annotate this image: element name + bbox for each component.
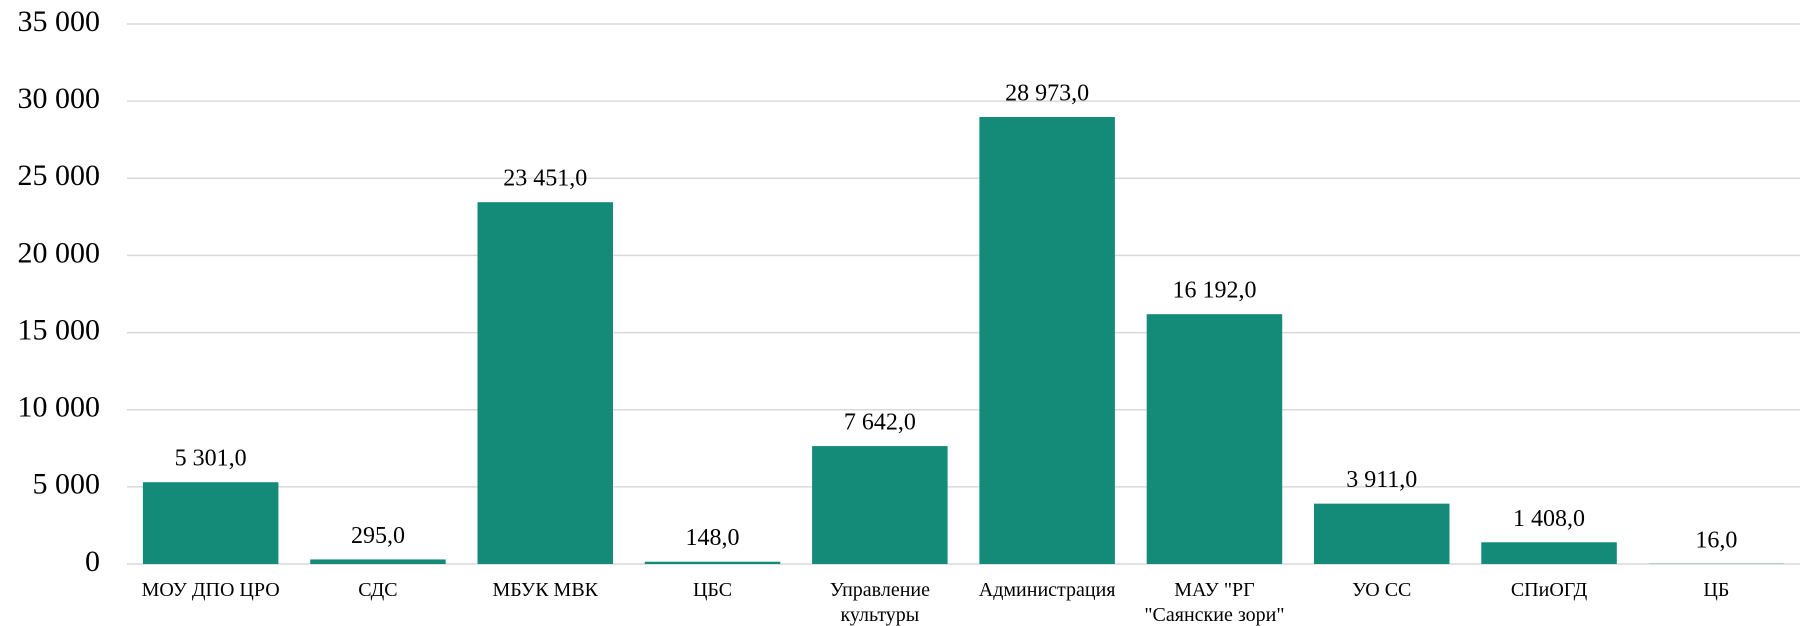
- x-tick-label: УО СС: [1352, 579, 1412, 601]
- y-tick-label: 15 000: [18, 313, 101, 346]
- data-label: 28 973,0: [1005, 80, 1089, 106]
- bar: [644, 561, 781, 564]
- y-tick-label: 0: [85, 545, 100, 578]
- bar: [477, 202, 614, 564]
- x-tick-label: ЦБС: [692, 579, 733, 601]
- bar: [310, 559, 446, 564]
- data-label: 23 451,0: [503, 166, 587, 192]
- y-tick-label: 10 000: [18, 391, 101, 424]
- x-tick-label: Управление культуры: [829, 579, 930, 626]
- bar: [142, 482, 279, 564]
- y-tick-label: 30 000: [18, 82, 101, 115]
- x-tick-label: МБУК МВК: [492, 579, 599, 601]
- data-label: 148,0: [686, 525, 740, 551]
- data-label: 295,0: [351, 523, 405, 549]
- bar: [979, 116, 1115, 564]
- x-tick-label: МОУ ДПО ЦРО: [141, 579, 280, 601]
- x-tick-label: СПиОГД: [1510, 579, 1588, 601]
- x-tick-label: СДС: [358, 579, 398, 601]
- data-label: 3 911,0: [1346, 467, 1417, 493]
- x-tick-label: Администрация: [978, 579, 1116, 601]
- data-label: 5 301,0: [175, 446, 247, 472]
- bar: [1481, 542, 1617, 564]
- y-tick-label: 25 000: [18, 159, 101, 192]
- bar: [1313, 503, 1450, 564]
- data-label: 16 192,0: [1172, 278, 1256, 304]
- x-tick-label: МАУ "РГ "Саянские зори": [1144, 579, 1285, 626]
- bar: [1146, 314, 1283, 564]
- bar: [812, 446, 948, 564]
- x-tick-label: ЦБ: [1703, 579, 1730, 601]
- y-tick-label: 20 000: [18, 236, 101, 269]
- data-label: 1 408,0: [1513, 506, 1585, 532]
- data-label: 7 642,0: [844, 410, 916, 436]
- y-tick-label: 5 000: [33, 468, 101, 501]
- data-label: 16,0: [1695, 527, 1737, 553]
- y-tick-label: 35 000: [18, 5, 101, 38]
